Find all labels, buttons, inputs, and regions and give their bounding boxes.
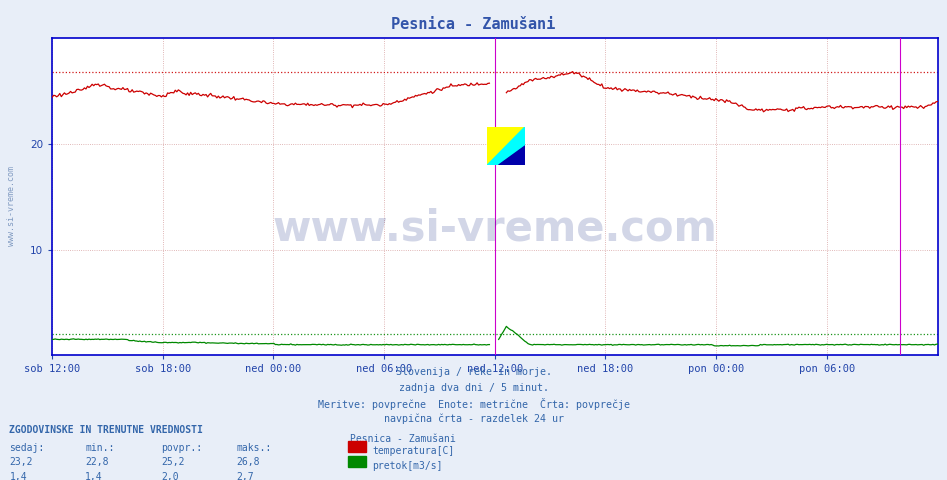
Text: Slovenija / reke in morje.: Slovenija / reke in morje. <box>396 367 551 377</box>
Text: ZGODOVINSKE IN TRENUTNE VREDNOSTI: ZGODOVINSKE IN TRENUTNE VREDNOSTI <box>9 425 204 435</box>
Text: 26,8: 26,8 <box>237 457 260 468</box>
Text: 1,4: 1,4 <box>9 472 27 480</box>
Text: temperatura[C]: temperatura[C] <box>372 446 455 456</box>
Text: maks.:: maks.: <box>237 443 272 453</box>
Text: 25,2: 25,2 <box>161 457 185 468</box>
Text: www.si-vreme.com: www.si-vreme.com <box>273 207 717 250</box>
Text: pretok[m3/s]: pretok[m3/s] <box>372 461 442 471</box>
Text: www.si-vreme.com: www.si-vreme.com <box>7 167 16 246</box>
Text: Meritve: povprečne  Enote: metrične  Črta: povprečje: Meritve: povprečne Enote: metrične Črta:… <box>317 398 630 410</box>
Text: sedaj:: sedaj: <box>9 443 45 453</box>
Text: 22,8: 22,8 <box>85 457 109 468</box>
Text: 23,2: 23,2 <box>9 457 33 468</box>
Text: 1,4: 1,4 <box>85 472 103 480</box>
Text: min.:: min.: <box>85 443 115 453</box>
Text: povpr.:: povpr.: <box>161 443 202 453</box>
Text: Pesnica - Zamušani: Pesnica - Zamušani <box>350 434 456 444</box>
Polygon shape <box>499 146 526 165</box>
Polygon shape <box>488 127 526 165</box>
Text: Pesnica - Zamušani: Pesnica - Zamušani <box>391 17 556 32</box>
Text: navpična črta - razdelek 24 ur: navpična črta - razdelek 24 ur <box>384 413 563 424</box>
Polygon shape <box>488 127 526 165</box>
Text: 2,7: 2,7 <box>237 472 255 480</box>
Text: zadnja dva dni / 5 minut.: zadnja dva dni / 5 minut. <box>399 383 548 393</box>
Text: 2,0: 2,0 <box>161 472 179 480</box>
